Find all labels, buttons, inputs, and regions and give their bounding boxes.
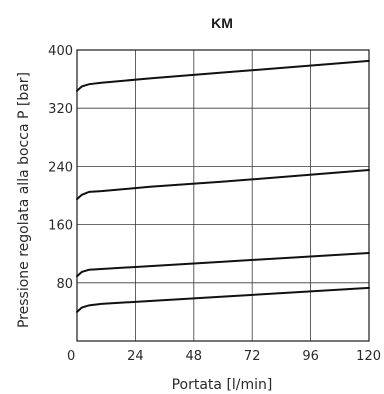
x-tick-label-4: 96 <box>302 349 319 364</box>
plot-area <box>76 49 370 342</box>
chart-title: KM <box>211 15 233 31</box>
grid-lines <box>77 50 369 341</box>
x-tick-label-0: 0 <box>67 349 75 364</box>
y-tick-label-4: 400 <box>48 44 73 59</box>
x-tick-label-3: 72 <box>244 349 261 364</box>
x-axis-label: Portata [l/min] <box>172 377 273 393</box>
x-tick-label-2: 48 <box>186 349 203 364</box>
y-tick-label-0: 80 <box>56 277 73 292</box>
x-tick-label-5: 120 <box>356 349 381 364</box>
series-line-1 <box>76 59 370 92</box>
series-group <box>76 59 370 313</box>
y-tick-label-3: 320 <box>48 102 73 117</box>
y-axis-label: Pressione regolata alla bocca P [bar] <box>16 72 32 328</box>
series-line-3 <box>76 251 370 278</box>
y-axis-ticks: 80 160 240 320 400 <box>48 44 73 292</box>
y-tick-label-2: 240 <box>48 160 73 175</box>
series-line-4 <box>76 286 370 313</box>
x-tick-label-1: 24 <box>127 349 144 364</box>
x-axis-ticks: 0 24 48 72 96 120 <box>67 349 381 364</box>
series-line-2 <box>76 169 370 201</box>
y-tick-label-1: 160 <box>48 219 73 234</box>
